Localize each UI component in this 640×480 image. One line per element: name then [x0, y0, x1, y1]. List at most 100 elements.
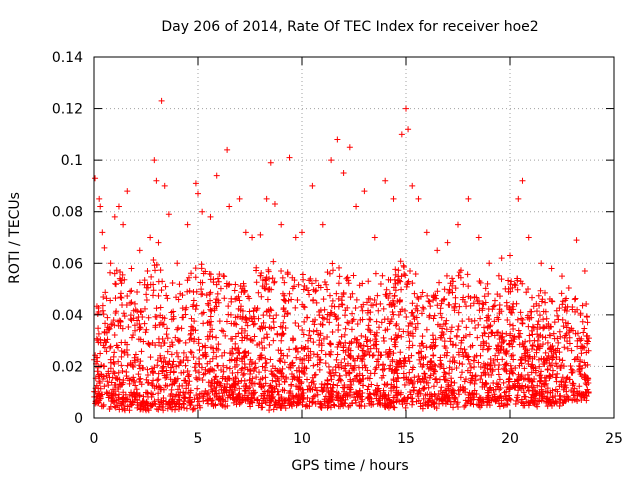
data-point [554, 370, 561, 377]
data-point [512, 364, 519, 371]
data-point [436, 323, 443, 330]
data-point-outlier [573, 237, 580, 244]
data-point [209, 333, 216, 340]
data-point [189, 406, 196, 413]
data-point [281, 292, 288, 299]
data-point [540, 316, 547, 323]
data-point [526, 316, 533, 323]
data-point [163, 331, 170, 338]
data-point [272, 378, 279, 385]
data-point [503, 396, 510, 403]
data-point [558, 290, 565, 297]
data-point [342, 312, 349, 319]
data-point [356, 282, 363, 289]
data-point [465, 356, 472, 363]
data-point-outlier [340, 170, 347, 177]
plot-frame [93, 56, 615, 419]
data-point [317, 332, 324, 339]
data-point [388, 381, 395, 388]
data-point [246, 384, 253, 391]
data-point [373, 332, 380, 339]
data-point [276, 357, 283, 364]
data-point [338, 333, 345, 340]
data-point [120, 310, 127, 317]
data-point [506, 395, 513, 402]
data-point [465, 283, 472, 290]
data-point [209, 345, 216, 352]
data-point [226, 365, 233, 372]
data-point [178, 325, 185, 332]
data-point [313, 299, 320, 306]
data-point [554, 388, 561, 395]
data-point [131, 300, 138, 307]
data-point [262, 285, 269, 292]
data-point [110, 359, 117, 366]
data-point-outlier [99, 229, 106, 236]
data-point [220, 368, 227, 375]
data-point [450, 354, 457, 361]
data-point [108, 321, 115, 328]
data-point [97, 350, 104, 357]
data-point [232, 296, 239, 303]
data-point [275, 388, 282, 395]
data-point [525, 360, 532, 367]
data-point [514, 286, 521, 293]
data-point [456, 303, 463, 310]
data-point [565, 284, 572, 291]
data-point [554, 345, 561, 352]
data-point-outlier [581, 268, 588, 275]
data-point [426, 397, 433, 404]
data-point [281, 313, 288, 320]
data-point [495, 343, 502, 350]
data-point [113, 267, 120, 274]
data-point [407, 391, 414, 398]
data-point [502, 349, 509, 356]
data-point [270, 337, 277, 344]
data-point [523, 289, 530, 296]
data-point [210, 349, 217, 356]
data-point [192, 367, 199, 374]
data-point [111, 403, 118, 410]
data-point [272, 398, 279, 405]
data-point [498, 276, 505, 283]
data-point [318, 401, 325, 408]
data-point [142, 389, 149, 396]
data-point [271, 324, 278, 331]
data-point-outlier [475, 234, 482, 241]
data-point [281, 279, 288, 286]
data-point [136, 326, 143, 333]
data-point [188, 349, 195, 356]
data-point [383, 286, 390, 293]
data-point [256, 369, 263, 376]
data-point [561, 397, 568, 404]
data-point [258, 293, 265, 300]
data-point [207, 306, 214, 313]
data-point [106, 374, 113, 381]
data-point [212, 387, 219, 394]
data-point [241, 287, 248, 294]
data-point [248, 395, 255, 402]
data-point [560, 379, 567, 386]
data-point [503, 303, 510, 310]
data-point [149, 391, 156, 398]
data-point [258, 270, 265, 277]
data-point [365, 307, 372, 314]
data-point [394, 279, 401, 286]
data-point [454, 404, 461, 411]
data-point [547, 362, 554, 369]
data-point [452, 342, 459, 349]
data-point [509, 303, 516, 310]
data-point [495, 272, 502, 279]
data-point [457, 345, 464, 352]
data-point [137, 336, 144, 343]
data-point [446, 370, 453, 377]
data-point [317, 307, 324, 314]
data-point [142, 329, 149, 336]
data-point [153, 314, 160, 321]
data-point [364, 386, 371, 393]
data-point [312, 277, 319, 284]
data-point [365, 278, 372, 285]
data-point [566, 376, 573, 383]
data-point [332, 363, 339, 370]
data-point [326, 292, 333, 299]
